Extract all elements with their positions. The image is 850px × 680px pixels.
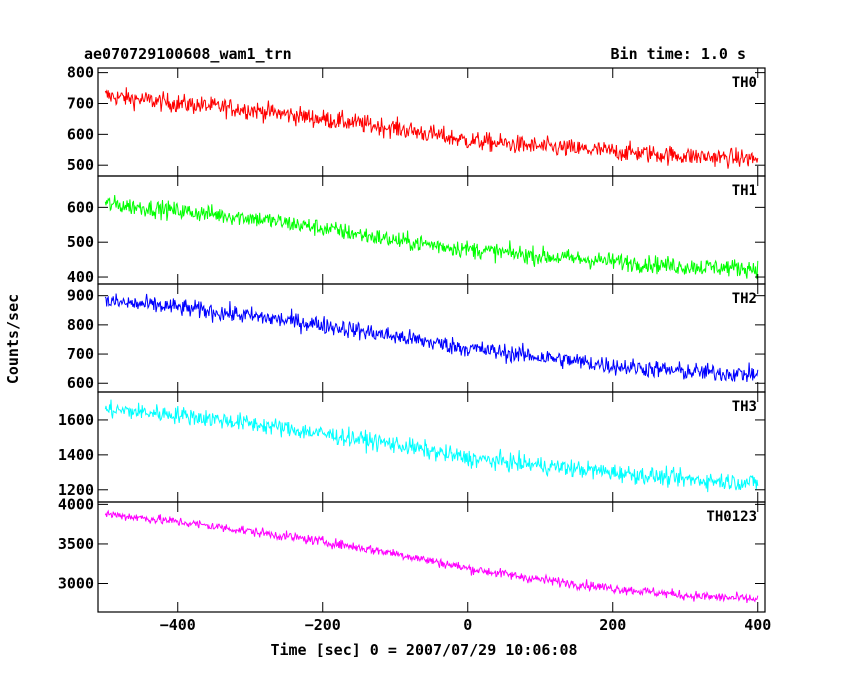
y-tick-label: 800 xyxy=(67,64,94,82)
y-tick-label: 1600 xyxy=(58,411,94,429)
y-tick-label: 700 xyxy=(67,345,94,363)
x-tick-label: 400 xyxy=(744,616,771,634)
y-tick-label: 600 xyxy=(67,125,94,143)
series-line-th0 xyxy=(104,87,759,169)
header-left-title: ae070729100608_wam1_trn xyxy=(84,45,292,63)
panel-label-th1: TH1 xyxy=(732,183,757,199)
y-tick-label: 400 xyxy=(67,268,94,286)
panel-th0123: 3000 3500 4000 TH0123 xyxy=(58,495,766,613)
panel-frame xyxy=(97,67,766,177)
panel-label-th3: TH3 xyxy=(732,399,757,415)
series-line-th3 xyxy=(104,399,759,493)
x-tick-label: 0 xyxy=(463,616,472,634)
y-tick-label: 600 xyxy=(67,374,94,392)
panel-frame xyxy=(97,391,766,503)
y-tick-label: 500 xyxy=(67,156,94,174)
x-axis: −400 −200 0 200 400 xyxy=(160,616,772,634)
panel-frame xyxy=(97,501,766,613)
panel-label-th2: TH2 xyxy=(732,291,757,307)
panels-group: 500 600 700 800 TH0 400 500 600 TH1 600 700 800 900 T… xyxy=(58,64,766,613)
panel-label-th0: TH0 xyxy=(732,75,757,91)
x-tick-label: 200 xyxy=(599,616,626,634)
x-tick-label: −200 xyxy=(305,616,341,634)
y-tick-label: 500 xyxy=(67,233,94,251)
series-line-th0123 xyxy=(104,509,759,603)
panel-th1: 400 500 600 TH1 xyxy=(67,175,766,286)
panel-th2: 600 700 800 900 TH2 xyxy=(67,283,766,393)
y-tick-label: 1200 xyxy=(58,481,94,499)
y-tick-label: 800 xyxy=(67,316,94,334)
header-right-title: Bin time: 1.0 s xyxy=(611,45,746,63)
y-tick-label: 3000 xyxy=(58,575,94,593)
panel-frame xyxy=(97,283,766,393)
y-axis-title: Counts/sec xyxy=(4,294,22,384)
y-tick-label: 900 xyxy=(67,287,94,305)
y-tick-label: 700 xyxy=(67,94,94,112)
y-tick-label: 3500 xyxy=(58,535,94,553)
y-tick-label: 4000 xyxy=(58,495,94,513)
panel-label-th0123: TH0123 xyxy=(706,509,757,525)
y-tick-label: 1400 xyxy=(58,446,94,464)
x-axis-title: Time [sec] 0 = 2007/07/29 10:06:08 xyxy=(270,641,577,659)
x-tick-label: −400 xyxy=(160,616,196,634)
series-line-th1 xyxy=(104,194,759,280)
y-tick-label: 600 xyxy=(67,198,94,216)
panel-th0: 500 600 700 800 TH0 xyxy=(67,64,766,177)
panel-th3: 1200 1400 1600 TH3 xyxy=(58,391,766,503)
series-line-th2 xyxy=(104,293,759,383)
